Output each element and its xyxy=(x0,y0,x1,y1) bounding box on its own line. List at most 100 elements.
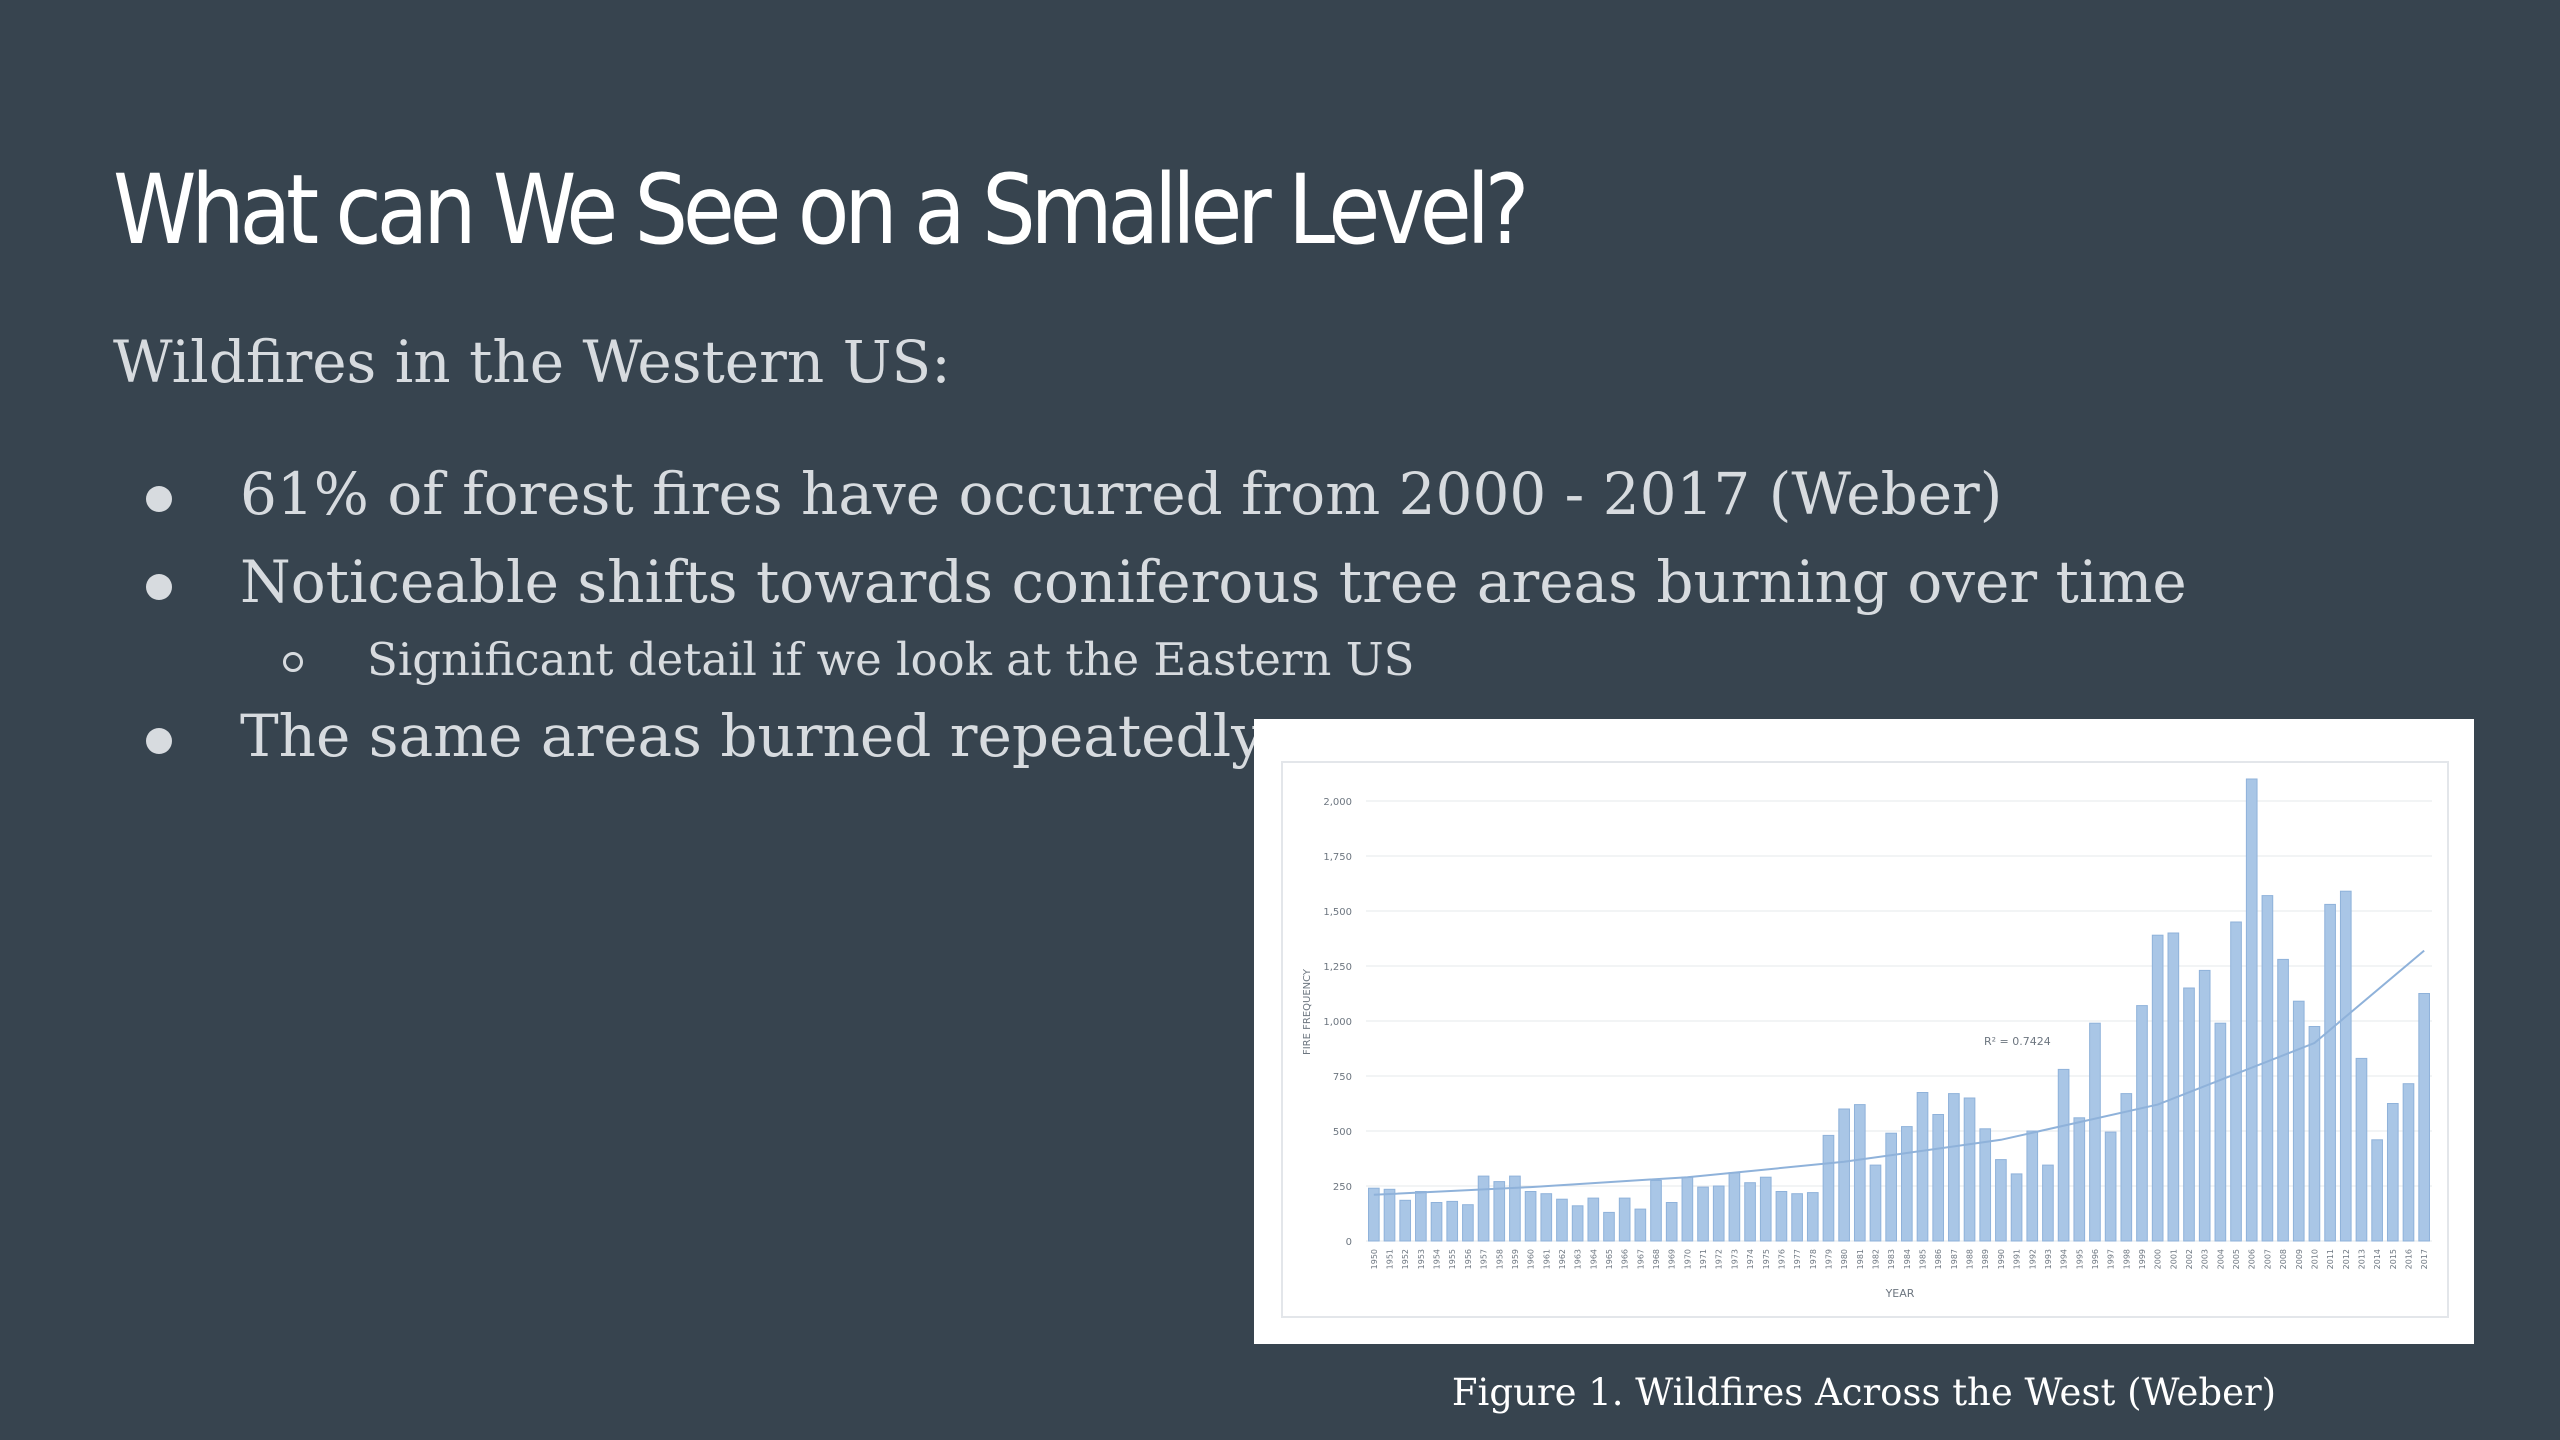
x-tick-label: 1977 xyxy=(1793,1249,1802,1269)
x-tick-label: 1951 xyxy=(1386,1249,1395,1269)
bar-1991 xyxy=(2010,1173,2023,1242)
bar-1958 xyxy=(1493,1181,1506,1242)
bar-1979 xyxy=(1822,1134,1835,1242)
bar-1990 xyxy=(1995,1159,2007,1242)
x-tick-label: 1978 xyxy=(1809,1249,1818,1269)
bar-2017 xyxy=(2418,993,2430,1242)
x-tick-label: 2003 xyxy=(2201,1249,2210,1269)
bar-1980 xyxy=(1838,1108,1850,1242)
x-tick-label: 2004 xyxy=(2216,1249,2225,1269)
bar-2008 xyxy=(2277,958,2289,1242)
x-tick-label: 1984 xyxy=(1903,1249,1912,1269)
bar-1981 xyxy=(1853,1104,1866,1242)
x-tick-label: 2015 xyxy=(2389,1249,2398,1269)
bar-1973 xyxy=(1728,1172,1741,1242)
y-tick-label: 0 xyxy=(1346,1237,1352,1248)
bar-1972 xyxy=(1712,1185,1725,1242)
y-tick-label: 500 xyxy=(1333,1127,1352,1138)
bar-2016 xyxy=(2402,1083,2415,1242)
x-tick-label: 1990 xyxy=(1997,1249,2006,1269)
bullet-dot-icon xyxy=(146,574,172,600)
x-tick-label: 1957 xyxy=(1480,1249,1489,1269)
x-tick-label: 1966 xyxy=(1621,1249,1630,1269)
y-tick-label: 250 xyxy=(1333,1182,1352,1193)
x-tick-label: 1972 xyxy=(1715,1249,1724,1269)
bar-2015 xyxy=(2386,1103,2399,1242)
x-tick-label: 1999 xyxy=(2138,1249,2147,1269)
x-tick-label: 1960 xyxy=(1527,1249,1536,1269)
bar-2014 xyxy=(2371,1139,2383,1242)
chart-figure: 0 250 500 750 1,000 1,250 1,500 1,750 2,000 1950… xyxy=(1254,719,2474,1344)
x-tick-label: 1955 xyxy=(1448,1249,1457,1269)
slide-subtitle: Wildfires in the Western US: xyxy=(113,328,951,396)
x-tick-label: 1950 xyxy=(1370,1249,1379,1269)
x-tick-label: 1970 xyxy=(1683,1249,1692,1269)
trend-annotation: R² = 0.7424 xyxy=(1984,1035,2051,1048)
x-tick-label: 2000 xyxy=(2154,1249,2163,1269)
x-tick-label: 1987 xyxy=(1950,1249,1959,1269)
bar-1985 xyxy=(1916,1092,1929,1242)
trend-line xyxy=(1373,949,2425,1196)
bar-2000 xyxy=(2151,934,2164,1242)
y-tick-label: 750 xyxy=(1333,1072,1352,1083)
x-tick-label: 1968 xyxy=(1652,1249,1661,1269)
bar-2012 xyxy=(2339,890,2352,1242)
x-tick-label: 2017 xyxy=(2420,1249,2429,1269)
bullet-dot-icon xyxy=(146,486,172,512)
bullet-dot-icon xyxy=(146,728,172,754)
x-tick-label: 2010 xyxy=(2310,1249,2319,1269)
x-tick-label: 1996 xyxy=(2091,1249,2100,1269)
bar-1988 xyxy=(1963,1097,1976,1242)
x-tick-label: 1959 xyxy=(1511,1249,1520,1269)
y-axis-label: FIRE FREQUENCY xyxy=(1302,968,1313,1055)
bar-1975 xyxy=(1759,1176,1772,1242)
x-tick-label: 1967 xyxy=(1636,1249,1645,1269)
slide-title: What can We See on a Smaller Level? xyxy=(113,154,1529,266)
x-tick-label: 1961 xyxy=(1542,1249,1551,1269)
y-tick-label: 1,000 xyxy=(1323,1017,1352,1028)
bar-1993 xyxy=(2042,1164,2054,1242)
x-tick-label: 2011 xyxy=(2326,1249,2335,1269)
y-tick-label: 2,000 xyxy=(1323,797,1352,808)
bar-2013 xyxy=(2355,1057,2368,1242)
bar-1970 xyxy=(1681,1176,1694,1242)
x-tick-label: 1953 xyxy=(1417,1249,1426,1269)
x-tick-label: 1991 xyxy=(2013,1249,2022,1269)
x-tick-label: 1973 xyxy=(1730,1249,1739,1269)
bar-1959 xyxy=(1509,1175,1521,1242)
bar-1976 xyxy=(1775,1191,1788,1242)
bar-1987 xyxy=(1948,1093,1960,1242)
bar-1968 xyxy=(1650,1180,1662,1242)
bar-1983 xyxy=(1885,1132,1897,1242)
bar-2001 xyxy=(2167,932,2180,1242)
x-tick-label: 1988 xyxy=(1966,1249,1975,1269)
bar-1957 xyxy=(1477,1175,1490,1242)
x-tick-label: 1952 xyxy=(1401,1249,1410,1269)
x-tick-label: 1994 xyxy=(2060,1249,2069,1269)
bar-1995 xyxy=(2073,1117,2086,1242)
bullet-text: 61% of forest fires have occurred from 2… xyxy=(240,460,2003,528)
x-tick-label: 2009 xyxy=(2295,1249,2304,1269)
bar-1997 xyxy=(2104,1131,2117,1242)
x-tick-label: 1962 xyxy=(1558,1249,1567,1269)
bullet-ring-icon xyxy=(283,652,303,672)
x-tick-label: 1954 xyxy=(1433,1249,1442,1269)
bar-1992 xyxy=(2026,1130,2039,1242)
figure-caption: Figure 1. Wildfires Across the West (Web… xyxy=(1451,1371,2277,1414)
bar-1967 xyxy=(1634,1208,1647,1242)
bar-1953 xyxy=(1415,1191,1427,1242)
x-tick-label: 1956 xyxy=(1464,1249,1473,1269)
x-tick-label: 1980 xyxy=(1840,1249,1849,1269)
x-tick-label: 2012 xyxy=(2342,1249,2351,1269)
bullet-text: The same areas burned repeatedly xyxy=(240,702,1264,770)
bar-2010 xyxy=(2308,1026,2321,1242)
x-tick-label: 1974 xyxy=(1746,1249,1755,1269)
x-tick-label: 1963 xyxy=(1574,1249,1583,1269)
bar-1952 xyxy=(1399,1199,1412,1242)
bar-1956 xyxy=(1462,1204,1474,1242)
bar-1998 xyxy=(2120,1093,2133,1242)
bar-1999 xyxy=(2136,1005,2148,1242)
x-tick-label: 2005 xyxy=(2232,1249,2241,1269)
y-tick-label: 1,250 xyxy=(1323,962,1352,973)
bar-1996 xyxy=(2089,1022,2101,1242)
